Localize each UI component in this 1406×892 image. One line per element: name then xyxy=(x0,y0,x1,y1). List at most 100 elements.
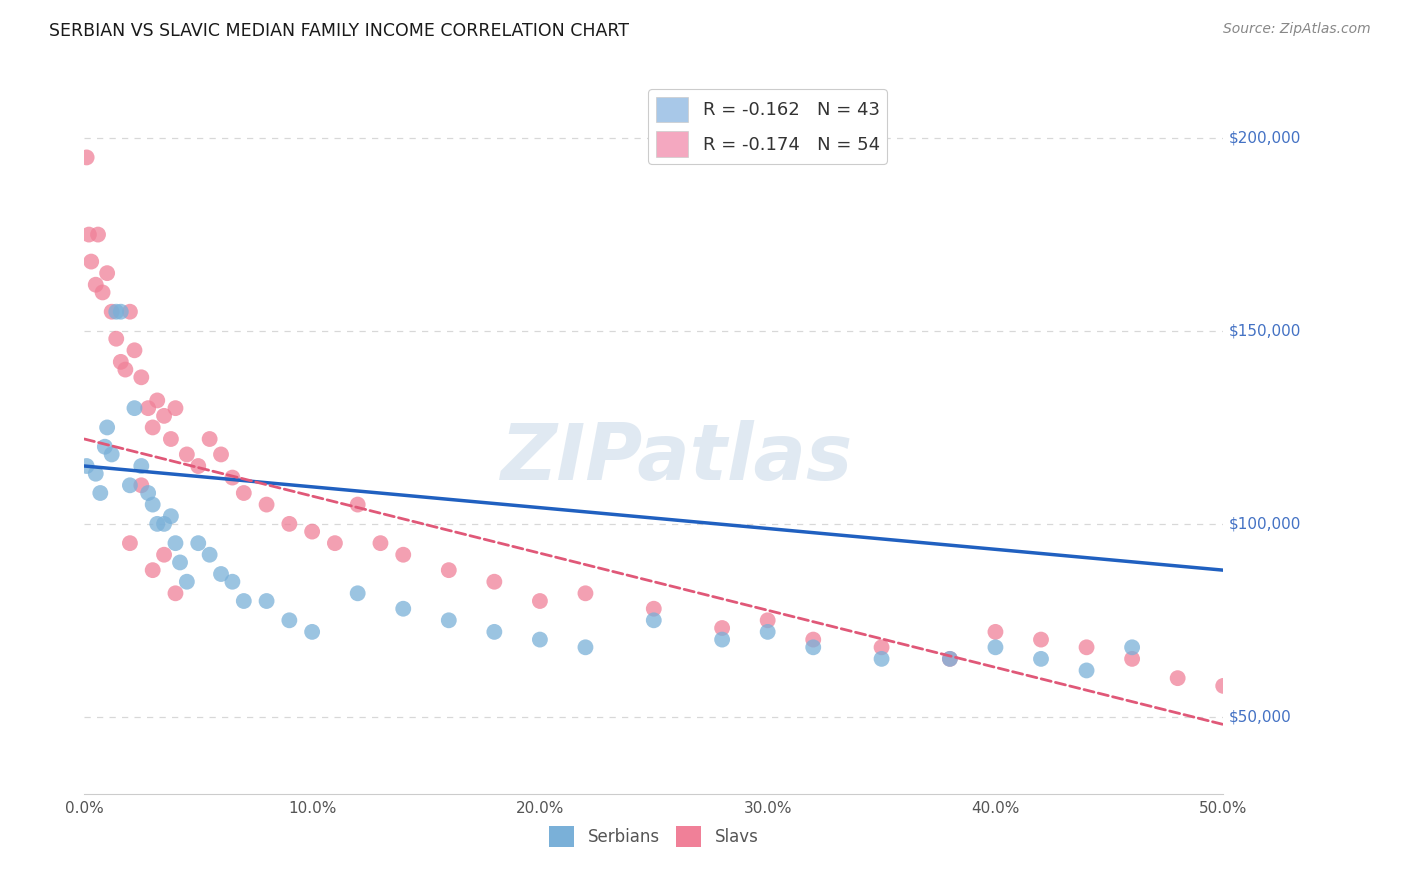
Point xyxy=(110,355,132,369)
Point xyxy=(232,486,254,500)
Text: $150,000: $150,000 xyxy=(1229,324,1302,338)
Point xyxy=(939,652,962,666)
Point xyxy=(801,640,824,655)
Point xyxy=(105,304,128,318)
Point xyxy=(153,409,176,423)
Point xyxy=(221,574,243,589)
Point xyxy=(198,548,221,562)
Point xyxy=(105,332,128,346)
Point xyxy=(153,516,176,531)
Point xyxy=(1212,679,1234,693)
Point xyxy=(187,458,209,473)
Point xyxy=(153,548,176,562)
Point xyxy=(756,624,779,639)
Point xyxy=(529,632,551,647)
Point xyxy=(574,586,596,600)
Point xyxy=(142,420,165,434)
Point xyxy=(1029,632,1052,647)
Point xyxy=(131,478,153,492)
Point xyxy=(437,613,460,627)
Point xyxy=(529,594,551,608)
Point xyxy=(110,304,132,318)
Point xyxy=(323,536,346,550)
Point xyxy=(198,432,221,446)
Point xyxy=(756,613,779,627)
Text: $50,000: $50,000 xyxy=(1229,709,1292,724)
Point xyxy=(91,285,114,300)
Text: ZIPatlas: ZIPatlas xyxy=(501,420,852,497)
Point xyxy=(131,458,153,473)
Legend: Serbians, Slavs: Serbians, Slavs xyxy=(543,820,765,854)
Point xyxy=(80,254,103,268)
Text: $100,000: $100,000 xyxy=(1229,516,1302,532)
Point xyxy=(87,227,110,242)
Point xyxy=(870,652,893,666)
Text: $200,000: $200,000 xyxy=(1229,130,1302,145)
Point xyxy=(643,601,665,615)
Point xyxy=(187,536,209,550)
Point xyxy=(984,624,1007,639)
Point xyxy=(939,652,962,666)
Point xyxy=(392,601,415,615)
Point xyxy=(84,277,107,292)
Point xyxy=(165,401,187,416)
Point xyxy=(146,393,169,408)
Point xyxy=(256,594,278,608)
Point xyxy=(136,486,159,500)
Point xyxy=(146,516,169,531)
Point xyxy=(346,586,368,600)
Point xyxy=(392,548,415,562)
Point xyxy=(136,401,159,416)
Point xyxy=(118,536,141,550)
Point xyxy=(124,343,146,358)
Point xyxy=(711,632,734,647)
Point xyxy=(256,498,278,512)
Point xyxy=(76,150,98,164)
Point xyxy=(870,640,893,655)
Point xyxy=(142,563,165,577)
Point xyxy=(484,574,506,589)
Point xyxy=(301,524,323,539)
Point xyxy=(131,370,153,384)
Point xyxy=(278,613,301,627)
Point xyxy=(142,498,165,512)
Point xyxy=(209,567,232,582)
Point xyxy=(160,509,183,524)
Point xyxy=(114,362,136,376)
Point xyxy=(96,420,118,434)
Point xyxy=(346,498,368,512)
Point xyxy=(221,470,243,484)
Point xyxy=(984,640,1007,655)
Point xyxy=(1029,652,1052,666)
Point xyxy=(1167,671,1189,685)
Point xyxy=(643,613,665,627)
Point xyxy=(301,624,323,639)
Point xyxy=(96,266,118,280)
Point xyxy=(165,586,187,600)
Point xyxy=(77,227,100,242)
Point xyxy=(801,632,824,647)
Point xyxy=(89,486,111,500)
Point xyxy=(370,536,392,550)
Point xyxy=(84,467,107,481)
Point xyxy=(1076,664,1098,678)
Point xyxy=(76,458,98,473)
Point xyxy=(484,624,506,639)
Point xyxy=(176,574,198,589)
Point xyxy=(209,447,232,461)
Text: SERBIAN VS SLAVIC MEDIAN FAMILY INCOME CORRELATION CHART: SERBIAN VS SLAVIC MEDIAN FAMILY INCOME C… xyxy=(49,22,630,40)
Point xyxy=(574,640,596,655)
Point xyxy=(169,556,191,570)
Point xyxy=(94,440,117,454)
Point xyxy=(100,447,122,461)
Point xyxy=(160,432,183,446)
Point xyxy=(118,304,141,318)
Point xyxy=(711,621,734,635)
Point xyxy=(278,516,301,531)
Point xyxy=(1121,640,1143,655)
Point xyxy=(124,401,146,416)
Point xyxy=(232,594,254,608)
Point xyxy=(165,536,187,550)
Point xyxy=(1076,640,1098,655)
Point xyxy=(437,563,460,577)
